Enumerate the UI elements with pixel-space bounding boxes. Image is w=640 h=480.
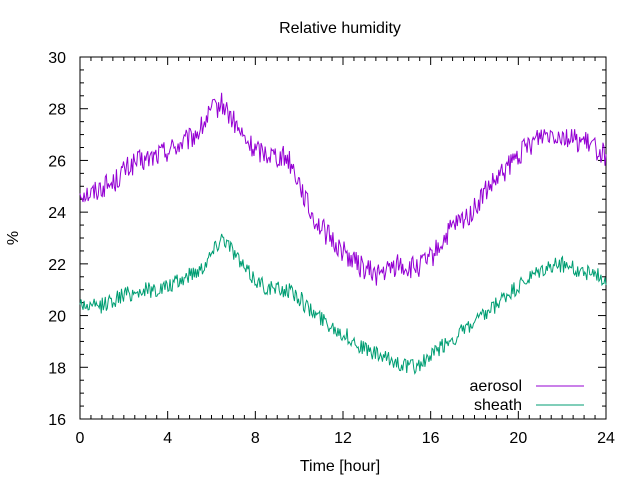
chart-title: Relative humidity: [279, 20, 401, 37]
y-tick-label: 26: [48, 153, 66, 170]
series-line-sheath: [79, 233, 607, 375]
x-tick-label: 20: [509, 430, 527, 447]
x-tick-label: 12: [334, 430, 352, 447]
y-tick-label: 22: [48, 257, 66, 274]
x-tick-label: 16: [422, 430, 440, 447]
y-tick-label: 30: [48, 50, 66, 67]
series-lines: [79, 92, 607, 375]
plot-frame: [79, 56, 607, 420]
y-tick-label: 28: [48, 102, 66, 119]
y-tick-label: 18: [48, 360, 66, 377]
x-tick-label: 8: [251, 430, 260, 447]
y-tick-label: 24: [48, 205, 66, 222]
x-tick-label: 0: [76, 430, 85, 447]
y-axis-label: %: [5, 231, 22, 245]
legend-label-aerosol: aerosol: [470, 378, 522, 395]
series-line-aerosol: [79, 92, 607, 286]
legend: aerosol sheath: [470, 378, 584, 414]
x-tick-label: 24: [597, 430, 615, 447]
axis-ticks: [79, 56, 607, 420]
y-tick-label: 16: [48, 412, 66, 429]
y-tick-label: 20: [48, 309, 66, 326]
x-tick-labels: 0 4 8 12 16 20 24: [76, 430, 615, 447]
x-tick-label: 4: [163, 430, 172, 447]
legend-label-sheath: sheath: [474, 397, 522, 414]
x-axis-label: Time [hour]: [300, 458, 380, 475]
y-tick-labels: 16 18 20 22 24 26 28 30: [48, 50, 66, 429]
